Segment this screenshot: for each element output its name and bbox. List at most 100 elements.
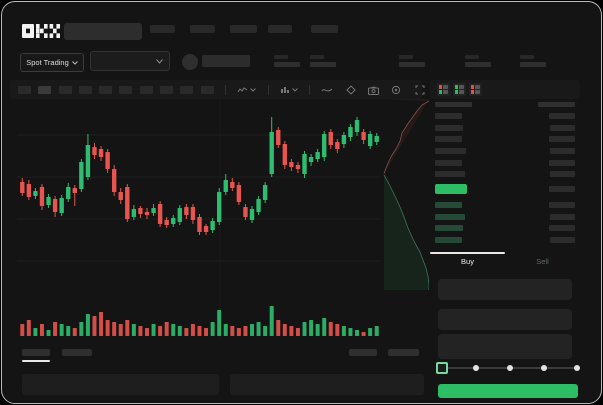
settings-icon[interactable] <box>391 85 401 95</box>
interval-button-4[interactable] <box>78 86 92 94</box>
orderbook-view-bids-icon[interactable] <box>453 83 466 96</box>
amount-slider-handle[interactable] <box>436 362 448 374</box>
nav-item-3[interactable] <box>230 25 257 33</box>
orderbook-row-amount <box>550 236 575 243</box>
orderbook-row-amount <box>549 112 575 119</box>
orderbook-asks <box>430 110 580 180</box>
orderbook-bids <box>430 199 580 246</box>
orders-filter-1[interactable] <box>349 349 377 356</box>
chevron-down-icon <box>156 58 163 64</box>
buy-submit-button[interactable] <box>438 384 578 398</box>
nav-item-2[interactable] <box>190 25 215 33</box>
orderbook-row-amount <box>550 213 575 220</box>
indicators-icon <box>280 87 289 93</box>
orderbook-row[interactable] <box>430 145 580 157</box>
orderbook-row[interactable] <box>430 234 580 246</box>
chevron-down-icon <box>292 88 298 92</box>
camera-icon[interactable] <box>368 86 380 95</box>
amount-input[interactable] <box>438 309 572 330</box>
slider-step-dot[interactable] <box>507 364 513 371</box>
interval-button-8[interactable] <box>160 86 174 94</box>
ticker-stat-2 <box>310 55 336 67</box>
orderbook-row[interactable] <box>430 110 580 122</box>
toolbar-divider <box>309 85 311 95</box>
orderbook-row[interactable] <box>430 211 580 223</box>
ticker-stat-1 <box>274 55 300 67</box>
ticker-stat-4 <box>465 55 491 67</box>
orders-filter-2[interactable] <box>388 349 419 356</box>
trade-sidebar: Buy Sell <box>430 80 580 402</box>
interval-button-1[interactable] <box>18 86 31 94</box>
slider-step-dot[interactable] <box>473 364 479 371</box>
tab-sell[interactable]: Sell <box>536 257 549 266</box>
orderbook-header <box>430 102 580 107</box>
pair-name-placeholder <box>202 55 250 67</box>
orderbook-row-amount <box>550 171 575 178</box>
orderbook-toolbar <box>430 80 580 99</box>
toolbar-divider <box>267 85 269 95</box>
active-tab-underline <box>22 360 50 362</box>
ticker-stat-3 <box>399 55 425 67</box>
fullscreen-icon[interactable] <box>415 85 425 95</box>
orderbook-row[interactable] <box>430 122 580 134</box>
orderbook-row[interactable] <box>430 157 580 169</box>
market-type-selector[interactable]: Spot Trading <box>20 53 84 72</box>
orderbook-row[interactable] <box>430 168 580 180</box>
indicator-dropdown[interactable] <box>280 86 298 94</box>
interval-button-3[interactable] <box>58 86 72 94</box>
orderbook-row-amount <box>549 186 575 192</box>
interval-button-5[interactable] <box>99 86 113 94</box>
draw-tools-icon[interactable] <box>346 85 356 95</box>
okx-logo[interactable]: OKX <box>22 23 60 39</box>
orders-panel-right <box>230 374 424 395</box>
orderbook-row-amount <box>550 147 575 154</box>
orderbook-row[interactable] <box>430 199 580 211</box>
interval-button-9[interactable] <box>180 86 194 94</box>
okx-logo-glyph <box>22 24 60 38</box>
toolbar-divider <box>224 85 226 95</box>
nav-item-5[interactable] <box>311 25 338 33</box>
slider-step-dot[interactable] <box>541 364 547 371</box>
ticker-stat-5 <box>520 55 546 67</box>
orders-tab-active[interactable] <box>22 349 50 356</box>
interval-button-2-active[interactable] <box>38 86 52 94</box>
orderbook-view-asks-icon[interactable] <box>469 83 482 96</box>
orderbook-row-amount <box>549 201 575 208</box>
orderbook-row-amount <box>550 124 575 131</box>
interval-button-7[interactable] <box>139 86 153 94</box>
orderbook-row-amount <box>549 159 575 166</box>
slider-step-dot[interactable] <box>574 364 580 371</box>
orderbook-row-amount <box>549 136 575 143</box>
orderbook-row-price <box>435 112 462 119</box>
orderbook-row-price <box>435 225 463 232</box>
price-input[interactable] <box>438 279 572 300</box>
orderbook-view-combined-icon[interactable] <box>437 83 450 96</box>
buy-tab-underline <box>430 252 505 254</box>
orderbook-row[interactable] <box>430 133 580 145</box>
orderbook-row-price <box>435 159 462 166</box>
tab-buy[interactable]: Buy <box>461 257 474 266</box>
chart-toolbar <box>10 80 422 99</box>
line-draw-icon[interactable] <box>321 86 333 94</box>
interval-button-6[interactable] <box>119 86 133 94</box>
orderbook-last-price-row[interactable] <box>430 181 580 197</box>
total-input[interactable] <box>438 334 572 359</box>
orderbook-row-price <box>435 236 462 243</box>
orderbook-row-price <box>435 201 462 208</box>
search-input[interactable] <box>64 23 142 40</box>
orderbook-row[interactable] <box>430 222 580 234</box>
interval-button-10[interactable] <box>200 86 214 94</box>
orderbook-row-price <box>435 171 465 178</box>
orderbook-row-amount <box>549 225 575 232</box>
chevron-down-icon <box>250 88 257 92</box>
candlestick-chart[interactable] <box>17 97 429 342</box>
chevron-down-icon <box>71 60 78 65</box>
order-history-tab[interactable] <box>62 349 92 356</box>
chart-type-dropdown[interactable] <box>237 86 257 94</box>
pair-coin-avatar <box>182 54 198 70</box>
nav-item-1[interactable] <box>150 25 175 33</box>
nav-item-4[interactable] <box>268 25 292 33</box>
pair-dropdown[interactable] <box>90 51 170 71</box>
